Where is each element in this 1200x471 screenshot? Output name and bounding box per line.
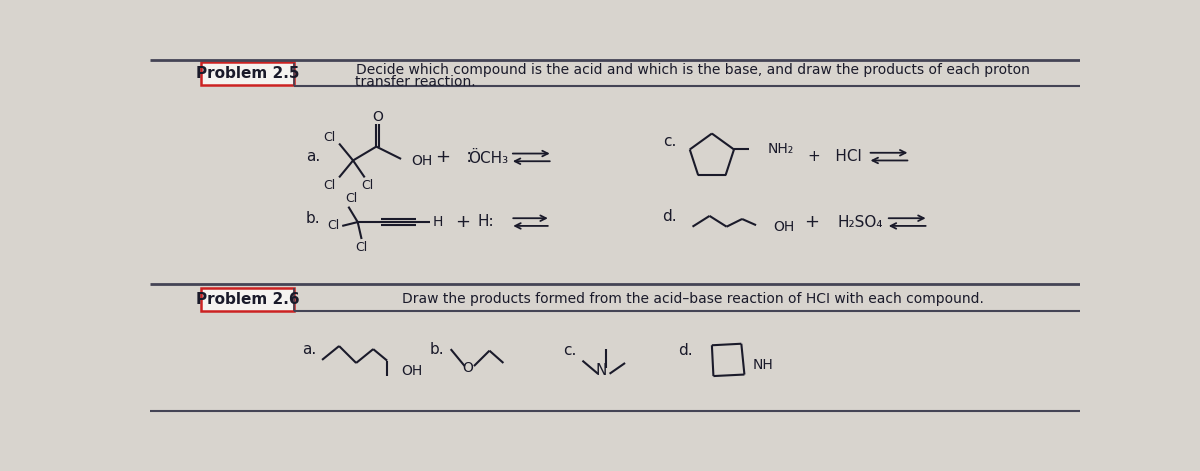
Text: +: + xyxy=(434,147,450,166)
Text: c.: c. xyxy=(664,134,677,149)
Text: O: O xyxy=(372,110,383,124)
Text: +: + xyxy=(455,213,470,231)
Text: Draw the products formed from the acid–base reaction of HCI with each compound.: Draw the products formed from the acid–b… xyxy=(402,292,984,306)
Text: H:: H: xyxy=(478,214,494,229)
Text: d.: d. xyxy=(678,343,692,358)
Text: a.: a. xyxy=(306,149,320,164)
Text: Cl: Cl xyxy=(355,241,367,254)
Text: +: + xyxy=(804,213,820,231)
Text: transfer reaction.: transfer reaction. xyxy=(355,75,476,89)
Text: OH: OH xyxy=(412,154,432,168)
Text: Cl: Cl xyxy=(346,193,358,205)
Text: O: O xyxy=(462,361,473,375)
Text: H: H xyxy=(432,215,443,229)
Text: N: N xyxy=(595,363,607,378)
Text: b.: b. xyxy=(306,211,320,226)
Text: Cl: Cl xyxy=(361,179,373,192)
Text: :: : xyxy=(466,147,472,166)
Text: NH₂: NH₂ xyxy=(768,143,794,156)
Text: H₂SO₄: H₂SO₄ xyxy=(838,215,883,229)
Text: Cl: Cl xyxy=(324,179,336,192)
Text: c.: c. xyxy=(563,343,576,358)
Text: Cl: Cl xyxy=(324,131,336,144)
Text: ÖCH₃: ÖCH₃ xyxy=(468,151,509,166)
Text: a.: a. xyxy=(302,341,317,357)
Text: Problem 2.5: Problem 2.5 xyxy=(196,66,300,81)
FancyBboxPatch shape xyxy=(202,62,294,85)
FancyBboxPatch shape xyxy=(202,287,294,310)
Text: OH: OH xyxy=(773,219,794,234)
Text: Problem 2.6: Problem 2.6 xyxy=(196,292,300,307)
Text: +   HCl: + HCl xyxy=(808,149,862,164)
Text: b.: b. xyxy=(430,341,444,357)
Text: Decide which compound is the acid and which is the base, and draw the products o: Decide which compound is the acid and wh… xyxy=(355,63,1030,77)
Text: Cl: Cl xyxy=(326,219,340,232)
Text: NH: NH xyxy=(752,357,773,372)
Text: d.: d. xyxy=(662,209,677,224)
Text: OH: OH xyxy=(401,365,422,379)
